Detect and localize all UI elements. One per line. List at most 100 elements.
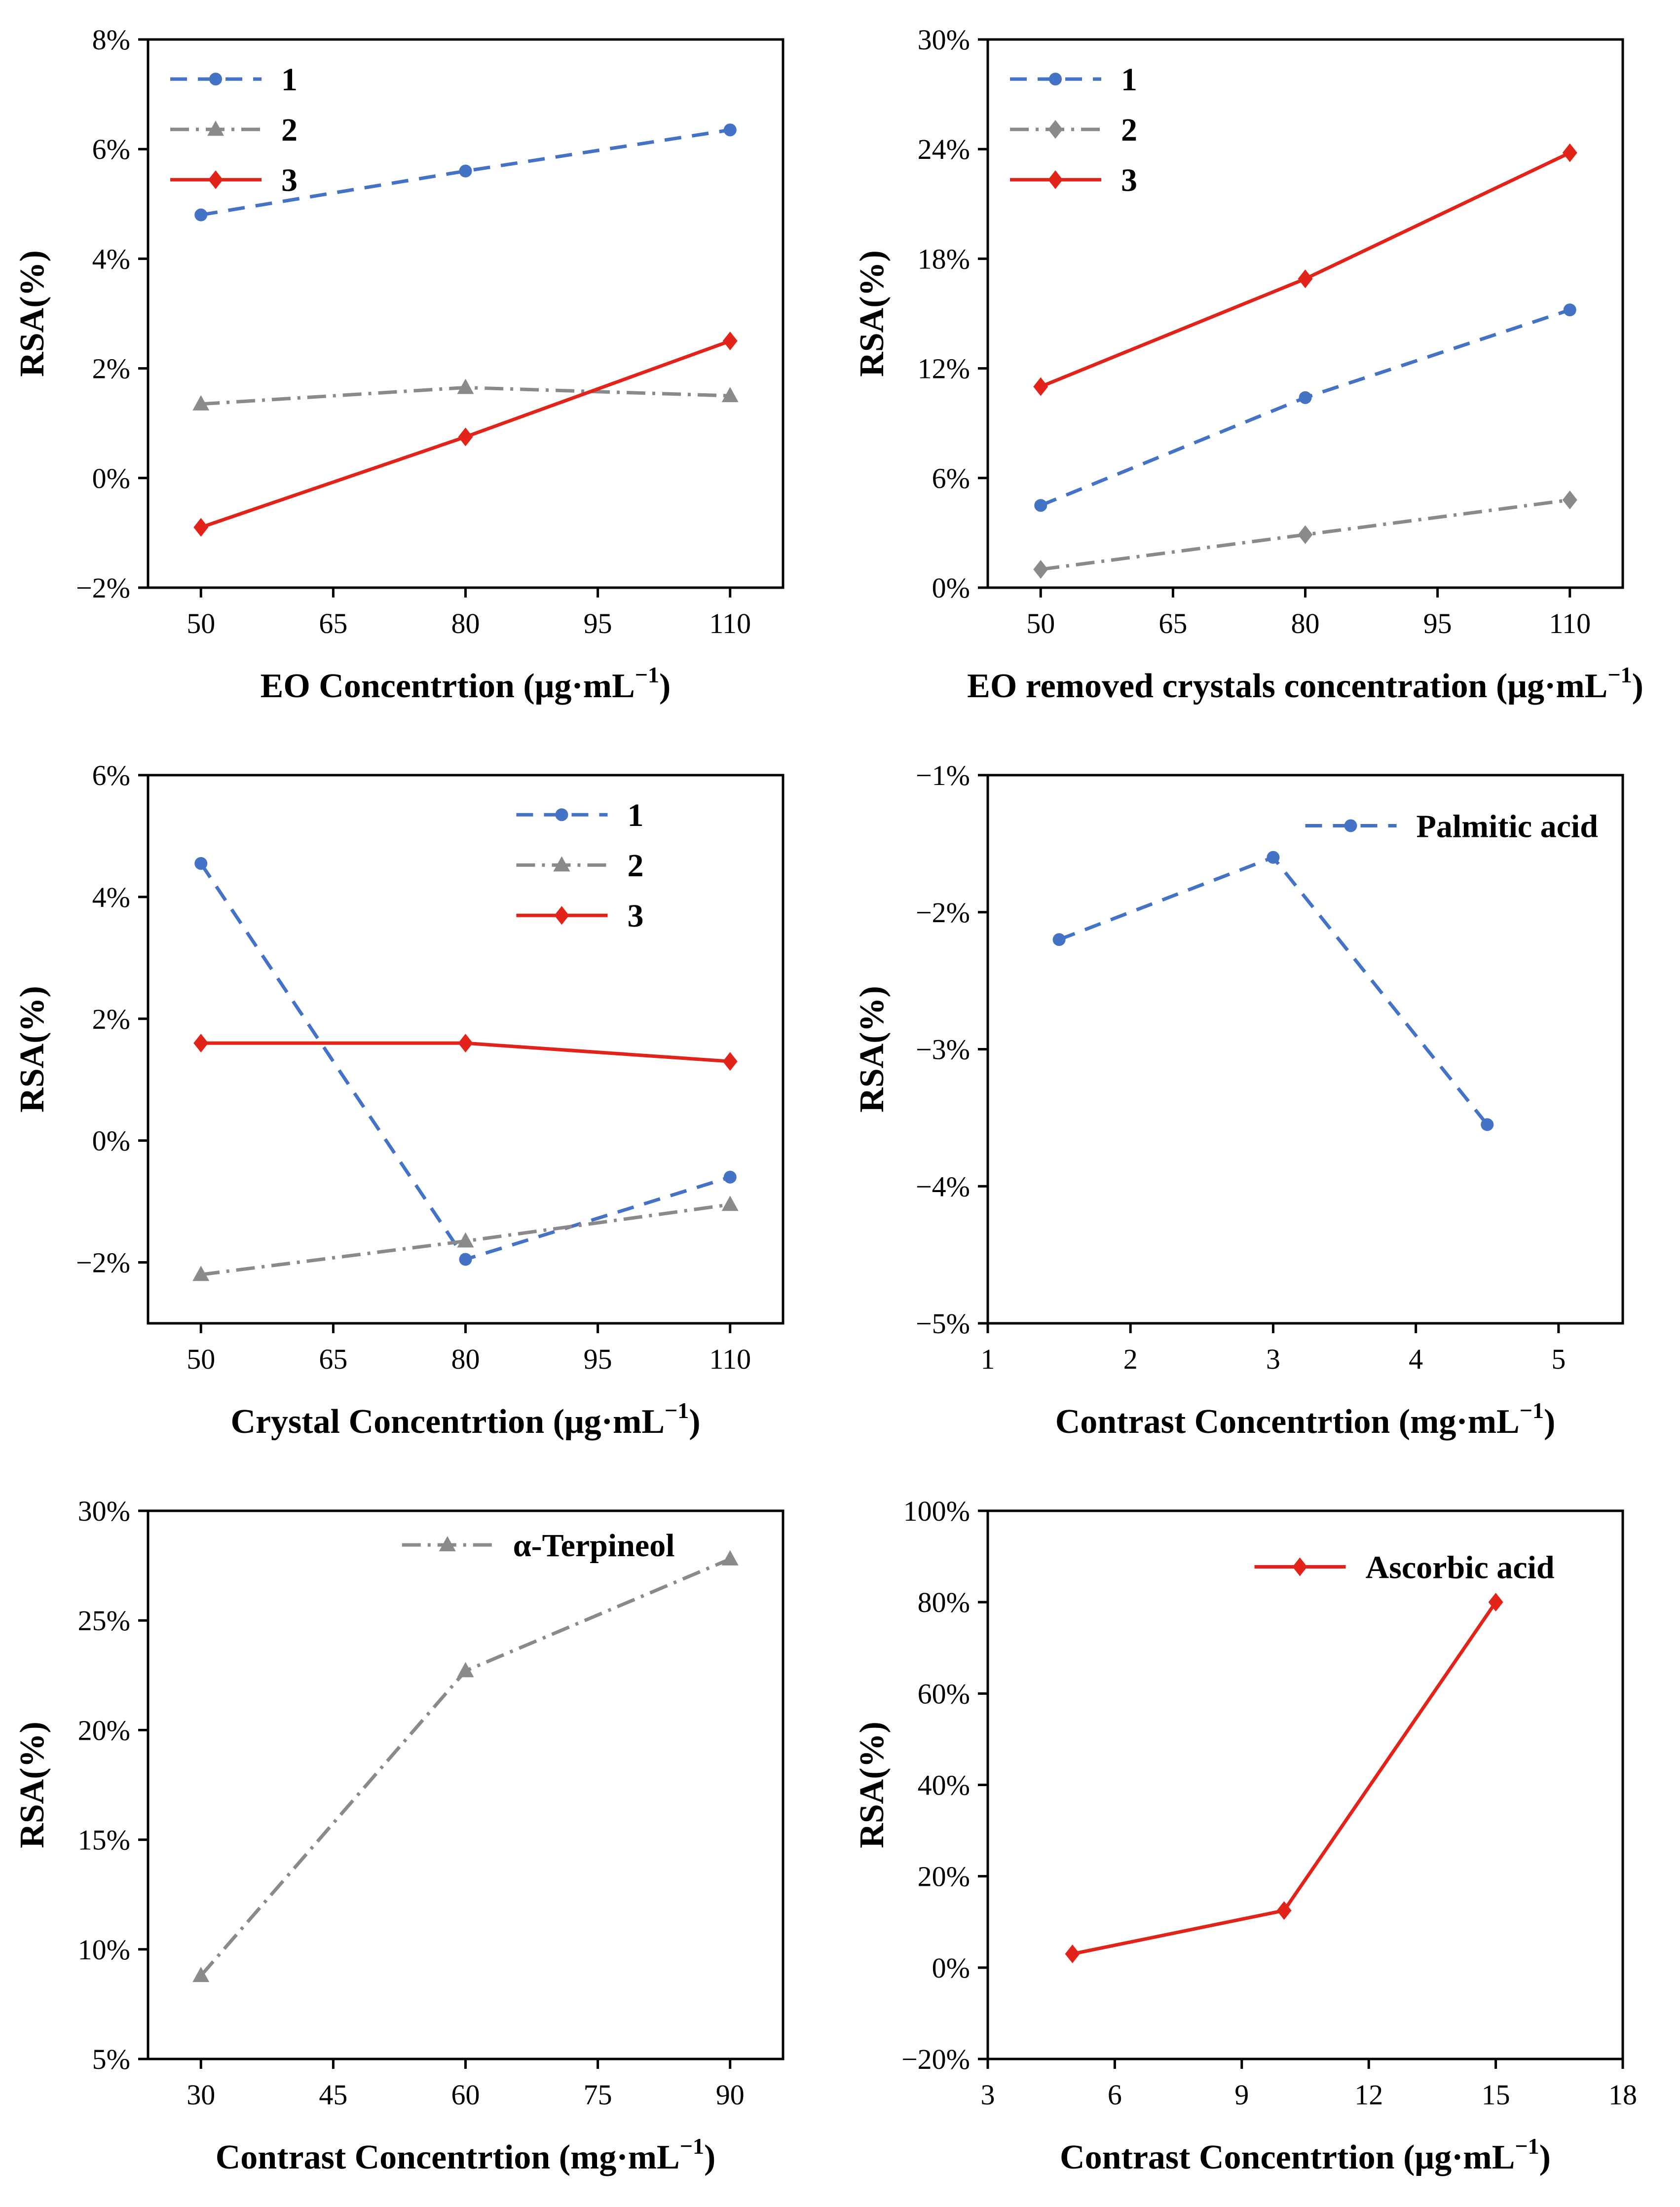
legend: 1 2 3 [516,797,643,934]
svg-text:2%: 2% [92,1003,130,1035]
svg-text:2: 2 [627,848,643,884]
chart-crystal-concentration: 50 65 80 95 110 −2% 0% 2% 4% 6% Crystal Concentrti… [0,736,840,1471]
x-axis-title: EO Concentrtion (μg·mL−1) [261,662,671,705]
series-Palmitic acid [1052,851,1494,1131]
svg-text:50: 50 [1026,607,1055,639]
svg-text:0%: 0% [92,462,130,494]
svg-text:−20%: −20% [901,2043,970,2075]
x-tick-labels: 50 65 80 95 110 [1026,607,1591,639]
svg-text:65: 65 [1158,607,1187,639]
svg-text:5: 5 [1551,1343,1566,1375]
svg-text:110: 110 [709,607,751,639]
svg-text:95: 95 [584,1343,612,1375]
svg-text:12: 12 [1354,2079,1383,2111]
x-tick-labels: 50 65 80 95 110 [187,1343,751,1375]
y-tick-labels: 5% 10% 15% 20% 25% 30% [78,1495,130,2075]
series-3 [193,1034,738,1071]
svg-text:−2%: −2% [76,572,130,604]
series-1 [194,857,737,1266]
svg-text:50: 50 [187,607,215,639]
axis-ticks [978,1509,1624,2069]
series-2 [192,378,739,411]
y-tick-labels: −2% 0% 2% 4% 6% [76,759,130,1279]
y-tick-labels: 0% 6% 12% 18% 24% 30% [918,24,970,604]
svg-text:75: 75 [584,2079,612,2111]
svg-text:60: 60 [451,2079,480,2111]
x-tick-labels: 30 45 60 75 90 [187,2079,745,2111]
x-axis-title: EO removed crystals concentration (μg·mL… [967,662,1643,705]
svg-text:3: 3 [281,162,298,198]
series-1 [1034,303,1576,512]
svg-text:−1%: −1% [916,759,970,791]
svg-text:1: 1 [1121,62,1137,98]
svg-text:−5%: −5% [916,1308,970,1340]
x-tick-labels: 3 6 9 12 15 18 [981,2079,1638,2111]
plot-frame [147,1509,784,2060]
svg-text:9: 9 [1234,2079,1249,2111]
svg-text:80: 80 [451,1343,480,1375]
svg-text:2%: 2% [92,353,130,385]
svg-text:0%: 0% [932,572,970,604]
y-axis-title: RSA(%) [853,986,891,1113]
svg-text:−2%: −2% [76,1247,130,1279]
legend: Ascorbic acid [1254,1550,1555,1586]
svg-text:4: 4 [1409,1343,1423,1375]
y-tick-labels: −5% −4% −3% −2% −1% [916,759,970,1340]
legend: Palmitic acid [1305,808,1598,844]
svg-text:45: 45 [319,2079,347,2111]
svg-text:80: 80 [1291,607,1320,639]
svg-text:30%: 30% [918,24,970,56]
svg-text:6%: 6% [92,133,130,165]
svg-text:1: 1 [281,62,298,98]
svg-text:8%: 8% [92,24,130,56]
axis-ticks [978,38,1571,598]
x-axis-title: Contrast Concentrtion (μg·mL−1) [1060,2133,1551,2176]
axis-ticks [978,774,1560,1333]
svg-text:15%: 15% [78,1824,130,1856]
y-axis-title: RSA(%) [853,1721,891,1848]
svg-text:6: 6 [1108,2079,1122,2111]
svg-text:60%: 60% [918,1678,970,1710]
svg-text:4%: 4% [92,243,130,275]
svg-text:40%: 40% [918,1769,970,1801]
svg-text:18%: 18% [918,243,970,275]
plot-frame [147,38,784,589]
svg-text:65: 65 [319,607,347,639]
y-tick-labels: −20% 0% 20% 40% 60% 80% 100% [901,1495,970,2075]
svg-text:0%: 0% [92,1125,130,1157]
axis-ticks [138,38,732,598]
chart-canvas-crystal-concentration: 50 65 80 95 110 −2% 0% 2% 4% 6% Crystal Concentrti… [13,759,784,1441]
chart-canvas-palmitic-acid: 1 2 3 4 5 −5% −4% −3% −2% −1% Contrast Concentrtio… [853,759,1624,1441]
chart-canvas-alpha-terpineol: 30 45 60 75 90 5% 10% 15% 20% 25% 30% Contrast Conc… [13,1495,784,2176]
svg-text:6%: 6% [92,759,130,791]
svg-text:18: 18 [1608,2079,1637,2111]
svg-text:2: 2 [1123,1343,1138,1375]
svg-text:−3%: −3% [916,1034,970,1066]
series-2 [1033,490,1577,579]
svg-text:90: 90 [716,2079,745,2111]
svg-text:65: 65 [319,1343,347,1375]
svg-text:12%: 12% [918,353,970,385]
svg-text:6%: 6% [932,462,970,494]
svg-text:15: 15 [1482,2079,1510,2111]
y-tick-labels: −2% 0% 2% 4% 6% 8% [76,24,130,604]
svg-text:110: 110 [709,1343,751,1375]
x-tick-labels: 50 65 80 95 110 [187,607,751,639]
svg-text:3: 3 [627,898,643,934]
series-Ascorbic acid [1065,1593,1503,1964]
svg-text:80%: 80% [918,1586,970,1618]
chart-alpha-terpineol: 30 45 60 75 90 5% 10% 15% 20% 25% 30% Contrast Conc… [0,1471,840,2207]
y-axis-title: RSA(%) [13,986,51,1113]
x-axis-title: Contrast Concentrtion (mg·mL−1) [216,2133,716,2176]
svg-text:110: 110 [1549,607,1591,639]
series-α-Terpineol [192,1550,739,1983]
svg-text:α-Terpineol: α-Terpineol [513,1528,675,1564]
chart-eo-removed-crystals: 50 65 80 95 110 0% 6% 12% 18% 24% 30% EO removed cr… [840,0,1680,736]
plot-frame [986,38,1624,589]
svg-text:24%: 24% [918,133,970,165]
chart-eo-concentration: 50 65 80 95 110 −2% 0% 2% 4% 6% 8% EO Concentrtion … [0,0,840,736]
legend: 1 2 3 [1010,62,1137,198]
svg-text:Palmitic acid: Palmitic acid [1417,808,1598,844]
axis-ticks [138,1509,732,2069]
series-3 [193,332,738,537]
